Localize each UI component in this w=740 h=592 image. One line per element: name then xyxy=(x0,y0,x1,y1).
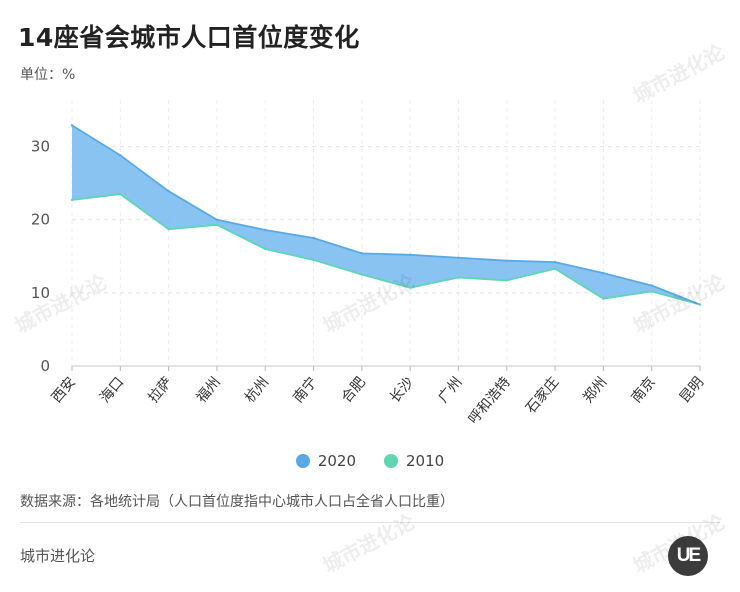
legend-item-2010[interactable]: 2010 xyxy=(384,452,444,470)
x-tick-label: 拉萨 xyxy=(145,374,175,406)
data-point-2010 xyxy=(408,286,412,289)
legend-label-2010: 2010 xyxy=(406,452,445,470)
data-point-2010 xyxy=(215,223,219,227)
data-point-2010 xyxy=(698,303,702,306)
x-tick-label: 海口 xyxy=(97,374,127,406)
data-point-2020 xyxy=(119,154,122,157)
watermark: 城市进化论 xyxy=(319,511,419,578)
y-tick-label: 30 xyxy=(31,138,50,156)
chart-title: 14座省会城市人口首位度变化 xyxy=(18,23,360,52)
unit-label: 单位：% xyxy=(20,67,76,83)
footer-divider xyxy=(20,522,720,523)
legend-item-2020[interactable]: 2020 xyxy=(295,452,356,470)
y-tick-label: 10 xyxy=(31,284,50,302)
series-line-2020 xyxy=(71,124,701,306)
brand-logo: UE xyxy=(668,536,708,576)
data-point-2020 xyxy=(650,284,653,287)
area-chart: 0 10 20 30 西安 海口 拉萨 福州 杭州 南宁 合肥 长沙 广州 呼和浩特 石家庄 郑州 南京 昆明 xyxy=(31,100,707,427)
data-point-2010 xyxy=(119,192,122,196)
legend-label-2020: 2020 xyxy=(317,452,356,470)
x-tick-label: 南宁 xyxy=(290,374,321,406)
y-tick-label: 0 xyxy=(40,357,50,375)
area-between-series xyxy=(72,125,700,305)
data-point-2010 xyxy=(264,247,267,251)
legend-marker-2020 xyxy=(295,454,310,468)
x-tick-label: 呼和浩特 xyxy=(466,374,514,427)
data-source-note: 数据来源：各地统计局（人口首位度指中心城市人口占全省人口比重） xyxy=(20,494,454,510)
data-point-2010 xyxy=(505,279,508,282)
y-tick-label: 20 xyxy=(31,211,50,229)
x-tick-label: 合肥 xyxy=(339,374,369,406)
data-point-2010 xyxy=(70,198,74,202)
data-point-2020 xyxy=(264,228,267,232)
data-point-2010 xyxy=(167,228,170,231)
data-point-2020 xyxy=(70,124,74,127)
data-point-2010 xyxy=(360,273,364,276)
data-point-2020 xyxy=(602,271,605,275)
x-tick-label: 杭州 xyxy=(242,374,272,406)
x-tick-label: 西安 xyxy=(49,374,79,406)
data-point-2020 xyxy=(505,259,508,262)
data-point-2020 xyxy=(408,253,412,257)
data-point-2010 xyxy=(602,297,605,300)
data-point-2020 xyxy=(457,256,460,259)
x-tick-label: 福州 xyxy=(194,374,224,406)
legend-marker-2010 xyxy=(384,454,398,468)
data-point-2020 xyxy=(553,260,557,264)
x-tick-label: 郑州 xyxy=(580,374,610,406)
data-point-2020 xyxy=(167,189,170,193)
x-tick-label: 长沙 xyxy=(387,374,417,406)
x-tick-label: 南京 xyxy=(629,374,659,406)
legend: 2020 2010 xyxy=(0,452,740,470)
data-point-2010 xyxy=(457,276,460,279)
data-point-2010 xyxy=(553,267,557,270)
brand-name: 城市进化论 xyxy=(20,547,96,565)
data-point-2010 xyxy=(650,290,653,293)
data-point-2020 xyxy=(360,252,364,255)
series-line-2010 xyxy=(71,193,701,306)
x-tick-label: 石家庄 xyxy=(522,374,562,417)
data-point-2010 xyxy=(312,258,315,262)
x-tick-label: 广州 xyxy=(435,374,465,406)
data-point-2020 xyxy=(312,236,315,240)
x-tick-label: 昆明 xyxy=(677,374,707,406)
data-point-2020 xyxy=(215,218,219,221)
